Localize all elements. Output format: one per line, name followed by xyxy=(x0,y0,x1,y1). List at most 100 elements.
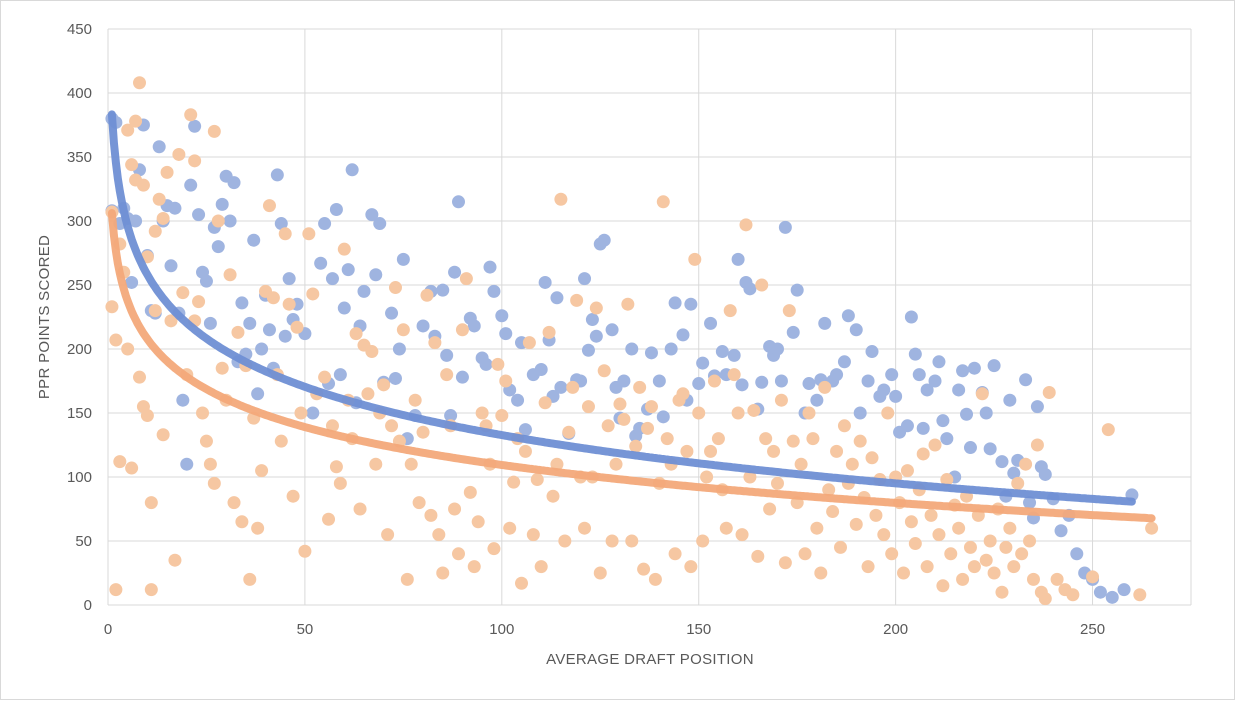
data-point xyxy=(530,473,544,487)
data-point xyxy=(715,345,729,359)
data-point xyxy=(459,272,473,286)
trendlines xyxy=(107,110,1156,523)
y-tick-label: 100 xyxy=(67,469,92,486)
data-point xyxy=(944,547,958,561)
data-point xyxy=(778,556,792,570)
data-point xyxy=(176,286,190,300)
data-point xyxy=(912,368,926,382)
data-point xyxy=(802,406,816,420)
data-point xyxy=(322,512,336,526)
data-point xyxy=(589,329,603,343)
data-point xyxy=(767,444,781,458)
data-point xyxy=(499,327,513,341)
data-point xyxy=(109,333,123,347)
data-point xyxy=(203,457,217,471)
data-point xyxy=(180,457,194,471)
data-point xyxy=(704,316,718,330)
data-point xyxy=(865,451,879,465)
data-point xyxy=(908,537,922,551)
data-point xyxy=(1070,547,1084,561)
data-point xyxy=(306,287,320,301)
data-point xyxy=(1023,534,1037,548)
data-point xyxy=(593,566,607,580)
data-point xyxy=(341,263,355,277)
data-point xyxy=(963,540,977,554)
data-point xyxy=(495,409,509,423)
data-point xyxy=(826,505,840,519)
data-point xyxy=(156,428,170,442)
data-point xyxy=(255,464,269,478)
data-point xyxy=(385,419,399,433)
data-point xyxy=(408,393,422,407)
data-point xyxy=(196,406,210,420)
data-point xyxy=(735,528,749,542)
data-point xyxy=(806,432,820,446)
data-point xyxy=(373,217,387,231)
data-point xyxy=(967,560,981,574)
data-point xyxy=(731,406,745,420)
data-point xyxy=(960,407,974,421)
data-point xyxy=(136,178,150,192)
data-point xyxy=(274,434,288,448)
data-point xyxy=(262,323,276,337)
data-point xyxy=(534,362,548,376)
data-point xyxy=(759,432,773,446)
data-point xyxy=(581,343,595,357)
data-point xyxy=(262,199,276,213)
data-point xyxy=(125,158,139,172)
data-point xyxy=(1145,521,1159,535)
data-point xyxy=(656,195,670,209)
data-point xyxy=(924,508,938,522)
data-point xyxy=(830,444,844,458)
data-point xyxy=(203,316,217,330)
data-point xyxy=(881,406,895,420)
data-point xyxy=(707,374,721,388)
data-point xyxy=(877,528,891,542)
data-point xyxy=(436,566,450,580)
data-point xyxy=(444,409,458,423)
data-point xyxy=(865,345,879,359)
data-point xyxy=(365,208,379,222)
data-point xyxy=(148,224,162,238)
data-point xyxy=(152,140,166,154)
data-point xyxy=(329,460,343,474)
data-point xyxy=(956,364,970,378)
data-point xyxy=(337,301,351,315)
x-tick-label: 250 xyxy=(1080,621,1105,638)
data-point xyxy=(467,319,481,333)
data-point xyxy=(916,421,930,435)
data-point xyxy=(479,357,493,371)
data-point xyxy=(755,375,769,389)
data-point xyxy=(483,260,497,274)
data-point xyxy=(511,393,525,407)
data-point xyxy=(845,457,859,471)
data-point xyxy=(987,359,1001,373)
data-point xyxy=(952,521,966,535)
data-point xyxy=(388,371,402,385)
data-point xyxy=(613,397,627,411)
data-point xyxy=(211,240,225,254)
y-tick-label: 450 xyxy=(67,21,92,38)
data-point xyxy=(424,508,438,522)
x-tick-label: 50 xyxy=(297,621,314,638)
data-point xyxy=(897,566,911,580)
data-point xyxy=(491,357,505,371)
data-point xyxy=(1066,588,1080,602)
data-point xyxy=(743,470,757,484)
y-axis-title: PPR POINTS SCORED xyxy=(36,235,53,399)
data-point xyxy=(711,432,725,446)
data-point xyxy=(546,489,560,503)
data-point xyxy=(396,252,410,266)
data-point xyxy=(1019,457,1033,471)
data-point xyxy=(794,457,808,471)
data-point xyxy=(719,521,733,535)
data-point xyxy=(900,419,914,433)
data-point xyxy=(223,268,237,282)
data-point xyxy=(818,380,832,394)
data-point xyxy=(199,274,213,288)
data-point xyxy=(357,284,371,298)
data-point xyxy=(235,296,249,310)
data-point xyxy=(692,406,706,420)
data-point xyxy=(160,165,174,179)
data-point xyxy=(778,220,792,234)
